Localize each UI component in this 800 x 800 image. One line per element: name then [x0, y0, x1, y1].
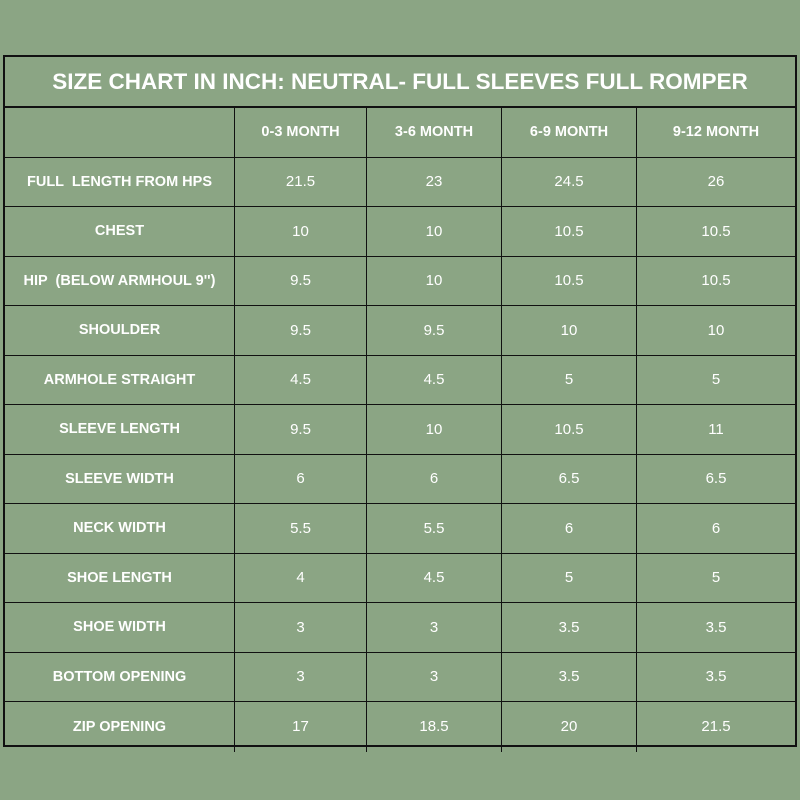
value-cell: 9.5	[235, 405, 367, 455]
value-cell: 3	[367, 652, 502, 702]
value-cell: 21.5	[701, 718, 731, 736]
value-cell: 10.5	[637, 257, 795, 306]
value-cell: 5.5	[235, 504, 367, 554]
value-cell: 3	[235, 652, 367, 702]
value-cell: 23	[367, 157, 502, 207]
value-cell: 10	[235, 207, 367, 257]
row-label: HIP (BELOW ARMHOUL 9'')	[5, 256, 235, 306]
row-label: CHEST	[5, 207, 235, 257]
row-label: SHOE LENGTH	[5, 553, 235, 603]
value-cell: 5	[637, 554, 795, 603]
value-cell: 5	[502, 355, 637, 405]
value-cell: 6	[502, 504, 637, 554]
value-cell: 3.5	[502, 652, 637, 702]
size-table: SIZE CHART IN INCH: NEUTRAL- FULL SLEEVE…	[3, 55, 797, 752]
value-cell: 4.5	[235, 355, 367, 405]
value-cell: 4.5	[367, 553, 502, 603]
value-cell: 26	[637, 158, 795, 207]
row-label: SLEEVE WIDTH	[5, 454, 235, 504]
value-cell: 5	[637, 356, 795, 405]
value-cell: 3.5	[637, 653, 795, 702]
value-cell: 3.5	[502, 603, 637, 653]
value-cell: 6.5	[502, 454, 637, 504]
row-label: SLEEVE LENGTH	[5, 405, 235, 455]
value-cell: 6	[637, 504, 795, 554]
value-cell: 6	[235, 454, 367, 504]
value-cell: 10.5	[502, 207, 637, 257]
value-cell: 9.5	[367, 306, 502, 356]
value-cell: 9.5	[235, 306, 367, 356]
column-header: 6-9 MONTH	[502, 108, 637, 158]
value-cell: 10	[367, 405, 502, 455]
value-cell: 24.5	[502, 157, 637, 207]
value-cell: 21.5	[235, 157, 367, 207]
row-label: NECK WIDTH	[5, 504, 235, 554]
value-cell: 5.5	[367, 504, 502, 554]
value-cell: 10	[367, 207, 502, 257]
value-cell: 10.5	[637, 207, 795, 257]
column-header: 3-6 MONTH	[367, 108, 502, 158]
table-title: SIZE CHART IN INCH: NEUTRAL- FULL SLEEVE…	[5, 57, 795, 108]
value-cell: 10	[367, 256, 502, 306]
value-cell: 9.5	[235, 256, 367, 306]
value-cell: 10.5	[502, 405, 637, 455]
row-label: SHOULDER	[5, 306, 235, 356]
value-cell: 11	[637, 405, 795, 455]
value-cell: 6	[367, 454, 502, 504]
value-cell: 10.5	[502, 256, 637, 306]
value-cell: 3	[235, 603, 367, 653]
value-cell: 18.5	[367, 702, 502, 752]
value-cell: 20	[502, 702, 637, 752]
row-label: BOTTOM OPENING	[5, 652, 235, 702]
value-cell: 5	[502, 553, 637, 603]
row-label: ARMHOLE STRAIGHT	[5, 355, 235, 405]
column-header: 0-3 MONTH	[235, 108, 367, 158]
value-cell: 17	[235, 702, 367, 752]
value-cell: 10	[637, 306, 795, 356]
value-cell: 4.5	[367, 355, 502, 405]
value-cell: 3.5	[637, 603, 795, 653]
column-header: 9-12 MONTH	[637, 108, 795, 158]
row-label: FULL LENGTH FROM HPS	[5, 157, 235, 207]
row-label: ZIP OPENING	[5, 702, 235, 752]
value-cell: 3	[367, 603, 502, 653]
header-corner	[5, 108, 235, 158]
value-cell: 10	[502, 306, 637, 356]
value-cell: 6.5	[637, 455, 795, 504]
value-cell: 4	[235, 553, 367, 603]
row-label: SHOE WIDTH	[5, 603, 235, 653]
